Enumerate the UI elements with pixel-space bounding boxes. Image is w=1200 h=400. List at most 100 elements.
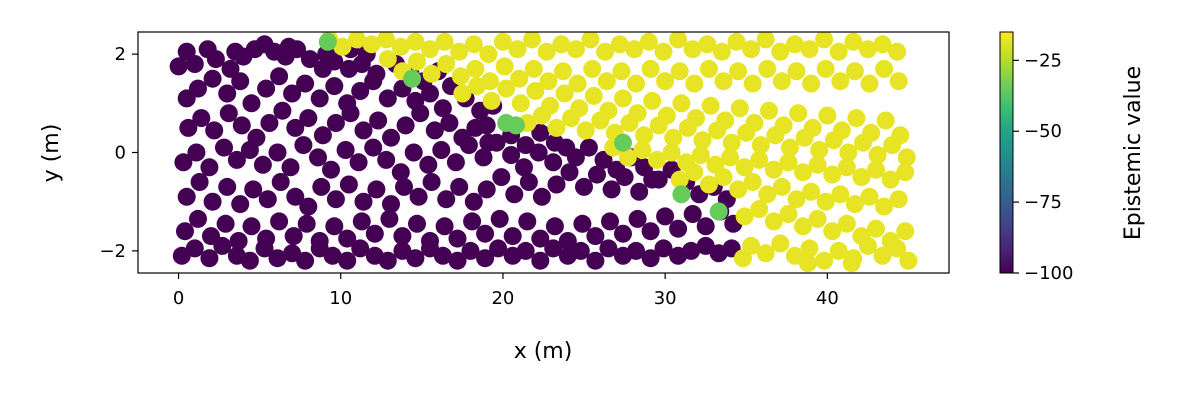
data-point [602, 180, 621, 199]
data-point [409, 187, 428, 206]
data-point [873, 35, 892, 54]
data-point [218, 84, 237, 103]
data-point [698, 35, 717, 54]
data-point [190, 173, 209, 191]
data-point [349, 153, 368, 172]
data-point [205, 121, 224, 140]
data-point [395, 177, 413, 196]
data-point [544, 239, 563, 258]
data-point [322, 160, 340, 179]
data-point [875, 197, 894, 216]
data-point [419, 155, 438, 174]
data-point [489, 239, 508, 258]
data-point [406, 32, 425, 51]
data-point [618, 148, 637, 167]
data-point [523, 32, 542, 49]
data-point [635, 126, 654, 145]
data-point [815, 32, 834, 49]
data-point [656, 72, 675, 91]
data-point [714, 72, 733, 91]
data-point [712, 42, 731, 61]
data-point [771, 42, 790, 61]
data-point [468, 77, 486, 96]
data-point [742, 40, 761, 59]
data-point [268, 249, 287, 268]
data-point [242, 94, 261, 113]
data-point [672, 185, 691, 204]
data-point [685, 163, 704, 182]
data-point [568, 74, 587, 93]
data-point [309, 148, 327, 167]
data-point [354, 121, 373, 140]
data-point [258, 190, 277, 209]
data-point [391, 163, 410, 182]
data-point [545, 217, 564, 236]
data-point [628, 209, 647, 228]
data-point [596, 42, 615, 61]
data-point [185, 55, 204, 73]
data-point [669, 32, 688, 49]
data-point [751, 136, 770, 155]
data-point [566, 40, 585, 59]
colorbar [999, 31, 1014, 274]
data-point [693, 131, 712, 150]
data-point [411, 104, 430, 123]
data-point [683, 40, 702, 59]
data-point [709, 202, 728, 221]
data-point [364, 138, 383, 157]
data-point [873, 246, 892, 265]
data-point [493, 32, 512, 51]
data-point [581, 32, 600, 49]
data-point [231, 195, 250, 214]
data-point [518, 212, 537, 231]
data-point [177, 187, 196, 206]
data-point [348, 32, 366, 49]
data-point [547, 118, 566, 137]
data-point [576, 121, 595, 140]
data-point [691, 146, 710, 164]
data-point [852, 168, 871, 187]
y-tick-label: 2 [115, 44, 126, 65]
data-point [627, 241, 645, 260]
data-point [286, 187, 305, 206]
data-point [614, 133, 632, 152]
data-point [883, 136, 902, 155]
data-point [244, 180, 263, 199]
data-point [377, 32, 396, 49]
data-point [510, 69, 529, 88]
data-point [641, 249, 660, 268]
data-point [380, 209, 399, 228]
data-point [338, 251, 357, 270]
data-point [844, 32, 863, 51]
data-point [858, 40, 877, 59]
data-point [226, 42, 245, 61]
data-point [554, 62, 572, 81]
data-point [756, 244, 775, 263]
data-point [281, 158, 300, 177]
data-point [785, 35, 804, 54]
data-point [253, 155, 272, 174]
data-point [727, 32, 746, 51]
data-point [787, 190, 806, 209]
data-point [552, 35, 571, 54]
data-point [312, 177, 331, 196]
data-point [664, 128, 683, 147]
data-point [734, 249, 752, 268]
data-point [339, 175, 358, 194]
data-point [284, 227, 303, 246]
data-point [610, 35, 629, 54]
data-point [257, 79, 276, 98]
data-point [831, 185, 850, 204]
y-tick-label: 0 [115, 143, 126, 164]
data-point [279, 37, 298, 56]
data-point [656, 207, 675, 226]
data-point [270, 67, 289, 86]
data-point [899, 251, 918, 270]
data-point [545, 133, 564, 152]
data-point [649, 116, 668, 135]
data-point [174, 153, 193, 172]
data-point [772, 177, 791, 196]
data-point [845, 62, 864, 81]
data-point [216, 214, 235, 233]
